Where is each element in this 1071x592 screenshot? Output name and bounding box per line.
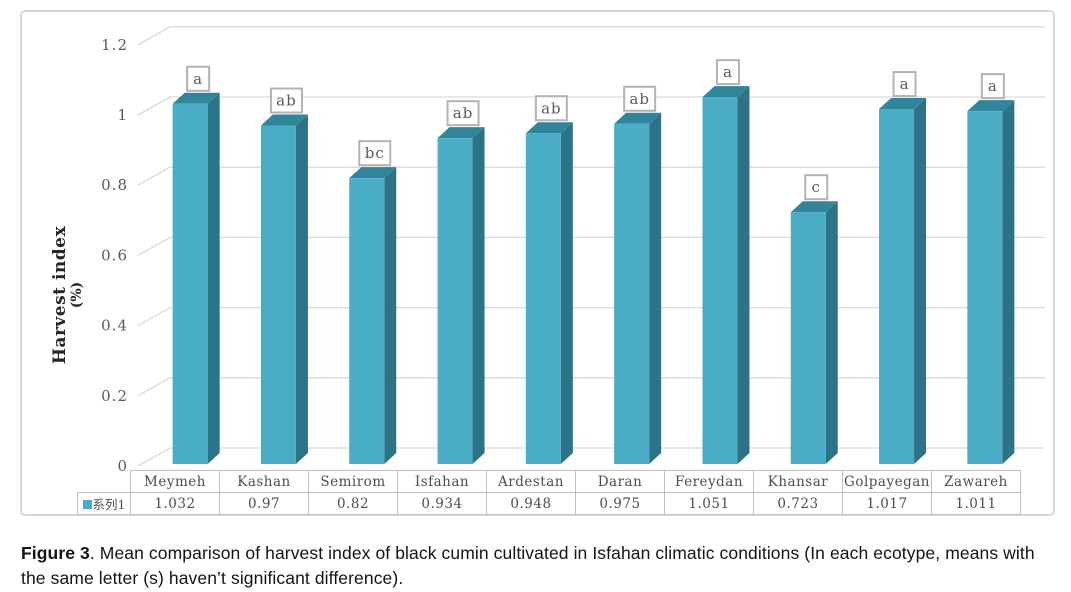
y-tick-label: 0.6 bbox=[101, 246, 128, 264]
bar-top-face bbox=[172, 92, 220, 104]
significance-label-box bbox=[623, 85, 657, 112]
y-tick-label: 0 bbox=[117, 457, 128, 475]
ecotype-header-cell: Kashan bbox=[219, 470, 309, 493]
y-axis-title: Harvest index (%) bbox=[50, 145, 95, 445]
bar-top-face bbox=[879, 98, 927, 110]
value-cell: 0.934 bbox=[397, 492, 487, 515]
ecotype-header-cell: Isfahan bbox=[397, 470, 487, 493]
bar-top-face bbox=[260, 114, 308, 126]
y-axis-title-unit: (%) bbox=[69, 281, 85, 309]
significance-label-box bbox=[269, 87, 303, 114]
significance-label: a bbox=[900, 75, 910, 93]
figure-caption-label: Figure 3 bbox=[21, 543, 90, 563]
significance-label-box bbox=[358, 140, 392, 167]
ecotype-header-cell: Ardestan bbox=[486, 470, 576, 493]
significance-label-box bbox=[446, 100, 480, 127]
value-cell: 0.975 bbox=[575, 492, 665, 515]
bar bbox=[967, 111, 1003, 464]
bar-top-face bbox=[525, 122, 573, 134]
value-cell: 1.051 bbox=[664, 492, 754, 515]
figure-caption-text: . Mean comparison of harvest index of bl… bbox=[21, 543, 1035, 588]
bar-side-face bbox=[295, 114, 308, 464]
bar-side-face bbox=[737, 86, 750, 464]
bar-side-face bbox=[914, 98, 927, 465]
y-axis-title-text: Harvest index bbox=[50, 225, 70, 365]
y-tick-label: 0.2 bbox=[101, 387, 128, 405]
bar bbox=[790, 212, 826, 464]
harvest-index-3d-bar-chart: 0 0.2 0.4 0.6 0.8 1 1.2 a ab bc ab ab ab a c a a bbox=[101, 26, 1045, 475]
legend-color-swatch bbox=[82, 500, 92, 509]
ecotype-header-cell: Zawareh bbox=[931, 470, 1021, 493]
significance-label: ab bbox=[276, 92, 297, 110]
table-category-row: Meymeh Kashan Semirom Isfahan Ardestan Daran F… bbox=[78, 470, 1021, 493]
value-cell: 1.017 bbox=[842, 492, 932, 515]
significance-label-box bbox=[892, 71, 917, 98]
significance-label-box bbox=[186, 65, 211, 92]
significance-label-box bbox=[715, 59, 740, 86]
gridline bbox=[137, 377, 1045, 397]
bar-side-face bbox=[384, 167, 397, 464]
y-tick-label: 1 bbox=[117, 106, 128, 124]
significance-label: ab bbox=[629, 90, 650, 108]
gridline bbox=[137, 447, 1045, 467]
bar bbox=[614, 123, 650, 465]
value-cell: 0.97 bbox=[219, 492, 309, 515]
gridline bbox=[137, 166, 1045, 186]
gridline bbox=[137, 96, 1045, 116]
bar-top-face bbox=[790, 201, 838, 213]
gridline bbox=[137, 236, 1045, 256]
ecotype-header-cell: Fereydan bbox=[664, 470, 754, 493]
figure-caption: Figure 3. Mean comparison of harvest ind… bbox=[21, 541, 1055, 590]
bar bbox=[260, 125, 296, 464]
significance-label: a bbox=[193, 70, 203, 88]
bar bbox=[702, 97, 738, 464]
bar-side-face bbox=[1002, 100, 1015, 464]
ecotype-header-cell: Meymeh bbox=[130, 470, 220, 493]
significance-label: a bbox=[723, 63, 733, 81]
bar-top-face bbox=[349, 167, 397, 179]
bar-side-face bbox=[472, 127, 485, 464]
value-cell: 1.011 bbox=[931, 492, 1021, 515]
gridline bbox=[137, 26, 1045, 46]
bar-side-face bbox=[649, 112, 662, 465]
bar-side-face bbox=[207, 92, 220, 464]
significance-label: c bbox=[812, 178, 821, 196]
ecotype-header-cell: Khansar bbox=[753, 470, 843, 493]
table-value-row: 系列1 1.032 0.97 0.82 0.934 0.948 0.975 1.051 0.72… bbox=[77, 492, 1021, 515]
y-tick-label: 0.4 bbox=[101, 317, 128, 335]
significance-label-box bbox=[980, 73, 1005, 100]
bar bbox=[349, 178, 385, 464]
ecotype-header-cell: Daran bbox=[575, 470, 665, 493]
significance-label-box bbox=[534, 95, 568, 122]
bar-side-face bbox=[560, 122, 573, 464]
significance-label: bc bbox=[365, 144, 385, 162]
legend-cell: 系列1 bbox=[77, 492, 131, 515]
bar-top-face bbox=[702, 86, 750, 98]
y-tick-label: 1.2 bbox=[101, 36, 128, 54]
ecotype-header-cell: Semirom bbox=[308, 470, 398, 493]
bar bbox=[437, 138, 473, 464]
bar bbox=[525, 133, 561, 464]
bar-top-face bbox=[967, 100, 1015, 112]
significance-label-box bbox=[804, 174, 829, 201]
legend-label: 系列1 bbox=[92, 497, 126, 512]
value-cell: 0.723 bbox=[753, 492, 843, 515]
bar bbox=[172, 103, 208, 464]
significance-label: ab bbox=[453, 104, 474, 122]
bar-top-face bbox=[614, 112, 662, 124]
chart-data-table: Meymeh Kashan Semirom Isfahan Ardestan Daran F… bbox=[77, 470, 1021, 515]
table-corner-cell bbox=[78, 471, 131, 493]
bar bbox=[879, 109, 915, 465]
value-cell: 0.948 bbox=[486, 492, 576, 515]
bar-top-face bbox=[437, 127, 485, 139]
significance-label: a bbox=[988, 77, 998, 95]
significance-label: ab bbox=[541, 99, 562, 117]
value-cell: 0.82 bbox=[308, 492, 398, 515]
bar-side-face bbox=[825, 201, 838, 465]
y-tick-label: 0.8 bbox=[101, 176, 128, 194]
value-cell: 1.032 bbox=[130, 492, 220, 515]
gridline bbox=[137, 306, 1045, 327]
ecotype-header-cell: Golpayegan bbox=[842, 470, 932, 493]
